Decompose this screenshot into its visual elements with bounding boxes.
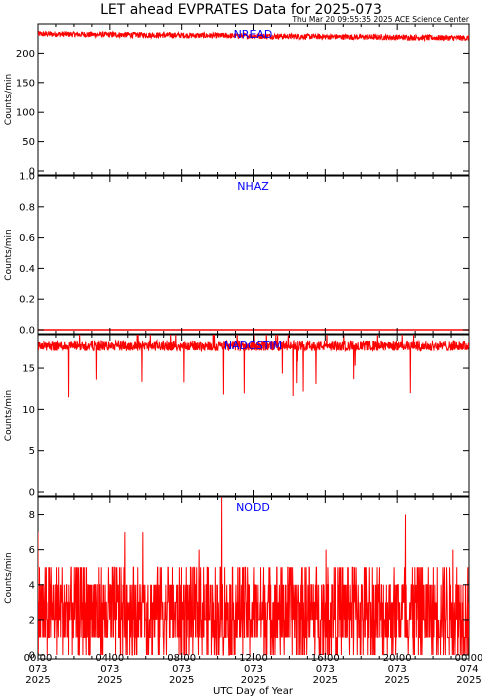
y-axis-label: Counts/min (4, 390, 14, 441)
x-tick-year: 2025 (384, 675, 409, 686)
panel-nodd: 0 2 4 6 8 Counts/min NODD (4, 496, 470, 662)
y-tick-label: 0.2 (19, 295, 35, 306)
y-tick-label: 0.6 (19, 233, 35, 244)
y-tick-label: 8 (29, 510, 35, 521)
x-tick-year: 2025 (456, 675, 481, 686)
panel-nhaz: 0.0 0.2 0.4 0.6 0.8 1.0 Counts/min NHAZ (4, 172, 470, 337)
chart-subtitle: Thu Mar 20 09:55:35 2025 ACE Science Cen… (291, 15, 469, 24)
y-tick-label: 2 (29, 615, 35, 626)
panel-title: NREAD (234, 28, 273, 41)
x-tick-time: 00:00 (24, 653, 53, 664)
panel-frame (37, 175, 470, 335)
y-tick-label: 150 (16, 78, 35, 89)
x-tick-year: 2025 (169, 675, 194, 686)
y-tick-label: 10 (22, 405, 35, 416)
y-tick-label: 200 (16, 49, 35, 60)
panel-title: NADCSTIM (224, 339, 282, 352)
x-tick-year: 2025 (97, 675, 122, 686)
series-line-nodd (38, 497, 469, 656)
y-tick-label: 0 (29, 651, 35, 662)
y-tick-label: 1.0 (19, 172, 35, 183)
x-tick-time: 12:00 (239, 653, 268, 664)
y-axis-label: Counts/min (4, 229, 14, 280)
y-axis-label: Counts/min (4, 552, 14, 603)
y-tick-label: 5 (29, 446, 35, 457)
chart-title: LET ahead EVPRATES Data for 2025-073 (100, 2, 382, 18)
y-tick-label: 0.4 (19, 264, 35, 275)
y-tick-label: 0.8 (19, 202, 35, 213)
x-axis-ticks: 00:00073202504:00073202508:00073202512:0… (24, 653, 482, 686)
y-tick-label: 4 (29, 580, 35, 591)
y-axis-label: Counts/min (4, 74, 14, 125)
panel-frame (37, 23, 470, 176)
x-tick-day: 073 (28, 664, 47, 675)
series-line-nread (38, 30, 469, 43)
y-tick-label: 100 (16, 108, 35, 119)
x-tick-year: 2025 (241, 675, 266, 686)
x-tick-day: 073 (100, 664, 119, 675)
panel-title: NHAZ (237, 180, 269, 193)
panel-nread: 0 50 100 150 200 Counts/min NREAD (4, 23, 470, 178)
x-tick-time: 00:00 (455, 653, 482, 664)
panel-frame (37, 334, 470, 497)
x-tick-day: 074 (459, 664, 478, 675)
x-tick-year: 2025 (313, 675, 338, 686)
x-tick-year: 2025 (25, 675, 50, 686)
x-tick-time: 08:00 (167, 653, 196, 664)
x-tick-day: 073 (172, 664, 191, 675)
y-tick-label: 15 (22, 364, 35, 375)
y-tick-label: 0.0 (19, 326, 35, 337)
panel-title: NODD (236, 501, 270, 514)
x-tick-day: 073 (388, 664, 407, 675)
x-axis-label: UTC Day of Year (213, 686, 294, 697)
panel-nadcstim: 0 5 10 15 Counts/min NADCSTIM (4, 334, 470, 499)
y-tick-label: 0 (29, 488, 35, 499)
x-tick-time: 16:00 (311, 653, 340, 664)
x-tick-time: 20:00 (383, 653, 412, 664)
panels: 050100150200Counts/minNREAD0.00.20.40.60… (4, 23, 470, 662)
x-tick-time: 04:00 (95, 653, 124, 664)
x-tick-day: 073 (244, 664, 263, 675)
y-tick-label: 6 (29, 545, 35, 556)
x-tick-day: 073 (316, 664, 335, 675)
y-tick-label: 50 (22, 137, 35, 148)
y-tick-label: 0 (29, 167, 35, 178)
series-line-nadcstim (38, 335, 469, 398)
